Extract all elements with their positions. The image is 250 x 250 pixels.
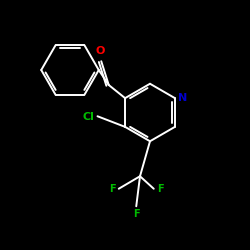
Text: F: F xyxy=(109,184,116,194)
Text: F: F xyxy=(157,184,164,194)
Text: O: O xyxy=(95,46,105,56)
Text: N: N xyxy=(178,93,187,103)
Text: Cl: Cl xyxy=(82,112,94,122)
Text: F: F xyxy=(133,209,140,219)
